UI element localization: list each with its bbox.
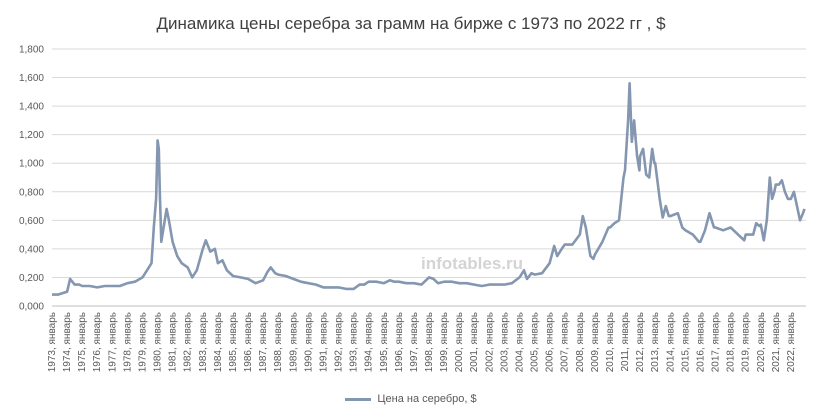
x-tick-label: 2004, январь bbox=[515, 312, 526, 372]
x-tick-label: 2017, январь bbox=[711, 312, 722, 372]
x-tick-label: 2000, январь bbox=[454, 312, 465, 372]
x-tick-label: 1977, январь bbox=[107, 312, 118, 372]
y-tick-label: 0,200 bbox=[19, 273, 44, 284]
x-tick-label: 1991, январь bbox=[318, 312, 329, 372]
x-tick-label: 1974, январь bbox=[62, 312, 73, 372]
y-tick-label: 0,800 bbox=[19, 187, 44, 198]
x-tick-label: 2012, январь bbox=[635, 312, 646, 372]
x-tick-label: 1997, январь bbox=[409, 312, 420, 372]
x-tick-label: 1973, январь bbox=[47, 312, 58, 372]
x-tick-label: 2010, январь bbox=[605, 312, 616, 372]
watermark: infotables.ru bbox=[421, 254, 524, 273]
y-tick-label: 1,200 bbox=[19, 130, 44, 141]
x-tick-label: 2003, январь bbox=[499, 312, 510, 372]
x-tick-label: 1980, январь bbox=[153, 312, 164, 372]
x-tick-label: 1998, январь bbox=[424, 312, 435, 372]
x-tick-label: 1996, январь bbox=[394, 312, 405, 372]
x-tick-label: 1988, январь bbox=[273, 312, 284, 372]
legend-label: Цена на серебро, $ bbox=[377, 393, 477, 405]
legend-swatch bbox=[345, 397, 372, 401]
chart-title: Динамика цены серебра за грамм на бирже … bbox=[156, 14, 666, 33]
x-tick-label: 2011, январь bbox=[620, 312, 631, 372]
y-axis-ticks: 0,000 0,200 0,400 0,600 0,800 1,000 1,200 1,400… bbox=[19, 45, 44, 313]
x-tick-label: 1983, январь bbox=[198, 312, 209, 372]
x-tick-label: 1994, январь bbox=[364, 312, 375, 372]
x-tick-label: 2016, январь bbox=[695, 312, 706, 372]
y-tick-label: 0,600 bbox=[19, 216, 44, 227]
x-tick-label: 1992, январь bbox=[334, 312, 345, 372]
x-tick-label: 1979, январь bbox=[138, 312, 149, 372]
x-tick-label: 2021, январь bbox=[771, 312, 782, 372]
y-tick-label: 1,000 bbox=[19, 159, 44, 170]
x-tick-label: 2022, январь bbox=[786, 312, 797, 372]
x-tick-label: 1995, январь bbox=[379, 312, 390, 372]
x-tick-label: 1976, январь bbox=[92, 312, 103, 372]
y-tick-label: 1,800 bbox=[19, 45, 44, 56]
x-tick-label: 1978, январь bbox=[122, 312, 133, 372]
x-tick-label: 2002, январь bbox=[484, 312, 495, 372]
x-tick-label: 2020, январь bbox=[756, 312, 767, 372]
x-tick-label: 1975, январь bbox=[77, 312, 88, 372]
series-layer bbox=[52, 82, 806, 296]
x-tick-label: 2007, январь bbox=[560, 312, 571, 372]
x-tick-label: 1982, январь bbox=[183, 312, 194, 372]
y-tick-label: 0,400 bbox=[19, 244, 44, 255]
x-tick-label: 1986, январь bbox=[243, 312, 254, 372]
x-tick-label: 1990, январь bbox=[303, 312, 314, 372]
x-tick-label: 2001, январь bbox=[469, 312, 480, 372]
x-tick-label: 2006, январь bbox=[545, 312, 556, 372]
x-tick-label: 2013, январь bbox=[650, 312, 661, 372]
x-tick-label: 2014, январь bbox=[665, 312, 676, 372]
x-tick-label: 1993, январь bbox=[349, 312, 360, 372]
x-tick-label: 2008, январь bbox=[575, 312, 586, 372]
x-axis-ticks: 1973, январь 1974, январь 1975, январь 1976… bbox=[47, 312, 797, 372]
y-tick-label: 1,400 bbox=[19, 102, 44, 113]
x-tick-label: 2015, январь bbox=[680, 312, 691, 372]
x-tick-label: 1999, январь bbox=[439, 312, 450, 372]
x-tick-label: 1985, январь bbox=[228, 312, 239, 372]
x-tick-label: 2018, январь bbox=[726, 312, 737, 372]
x-tick-label: 1981, январь bbox=[168, 312, 179, 372]
x-tick-label: 1989, январь bbox=[288, 312, 299, 372]
y-tick-label: 1,600 bbox=[19, 73, 44, 84]
series-line bbox=[52, 82, 806, 296]
x-tick-label: 1984, январь bbox=[213, 312, 224, 372]
x-tick-label: 2009, январь bbox=[590, 312, 601, 372]
y-tick-label: 0,000 bbox=[19, 302, 44, 313]
x-tick-label: 2019, январь bbox=[741, 312, 752, 372]
legend: Цена на серебро, $ bbox=[0, 393, 822, 405]
x-tick-label: 2005, январь bbox=[530, 312, 541, 372]
x-tick-label: 1987, январь bbox=[258, 312, 269, 372]
